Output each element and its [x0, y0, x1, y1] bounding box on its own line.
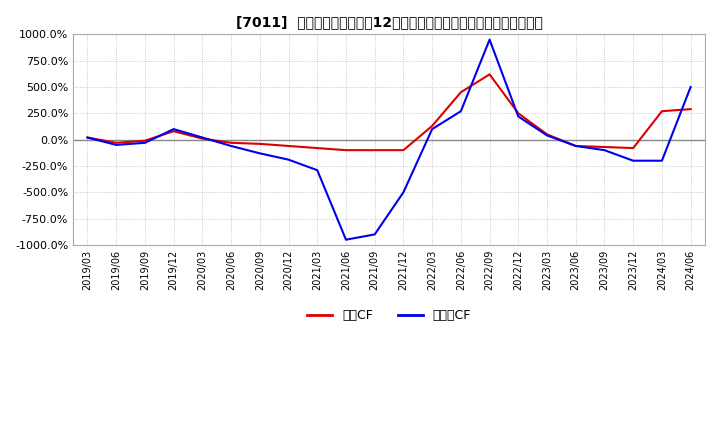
フリーCF — [428, 126, 436, 132]
フリーCF — [629, 158, 637, 163]
フリーCF — [370, 232, 379, 237]
営業CF — [543, 132, 552, 137]
フリーCF — [169, 126, 178, 132]
営業CF — [514, 111, 523, 116]
フリーCF — [198, 135, 207, 140]
フリーCF — [514, 114, 523, 119]
営業CF — [600, 144, 609, 150]
Line: フリーCF: フリーCF — [87, 40, 690, 240]
Line: 営業CF: 営業CF — [87, 74, 690, 150]
営業CF — [140, 138, 149, 143]
フリーCF — [256, 150, 264, 156]
営業CF — [485, 72, 494, 77]
営業CF — [370, 147, 379, 153]
フリーCF — [342, 237, 351, 242]
フリーCF — [456, 109, 465, 114]
営業CF — [629, 146, 637, 151]
営業CF — [456, 90, 465, 95]
営業CF — [428, 123, 436, 128]
フリーCF — [284, 157, 293, 162]
営業CF — [112, 140, 120, 146]
営業CF — [686, 106, 695, 112]
営業CF — [657, 109, 666, 114]
フリーCF — [112, 142, 120, 147]
フリーCF — [572, 143, 580, 149]
フリーCF — [399, 190, 408, 195]
フリーCF — [686, 84, 695, 90]
営業CF — [342, 147, 351, 153]
営業CF — [313, 146, 322, 151]
Title: [7011]  キャッシュフローの12か月移動合計の対前年同期増減率の推移: [7011] キャッシュフローの12か月移動合計の対前年同期増減率の推移 — [235, 15, 542, 29]
フリーCF — [313, 168, 322, 173]
フリーCF — [600, 147, 609, 153]
営業CF — [399, 147, 408, 153]
Legend: 営業CF, フリーCF: 営業CF, フリーCF — [302, 304, 476, 327]
営業CF — [83, 135, 91, 140]
営業CF — [227, 140, 235, 146]
営業CF — [169, 128, 178, 134]
営業CF — [572, 143, 580, 149]
営業CF — [198, 136, 207, 141]
フリーCF — [227, 143, 235, 149]
フリーCF — [83, 135, 91, 140]
営業CF — [284, 143, 293, 149]
フリーCF — [543, 133, 552, 138]
フリーCF — [140, 140, 149, 146]
フリーCF — [657, 158, 666, 163]
フリーCF — [485, 37, 494, 42]
営業CF — [256, 141, 264, 147]
